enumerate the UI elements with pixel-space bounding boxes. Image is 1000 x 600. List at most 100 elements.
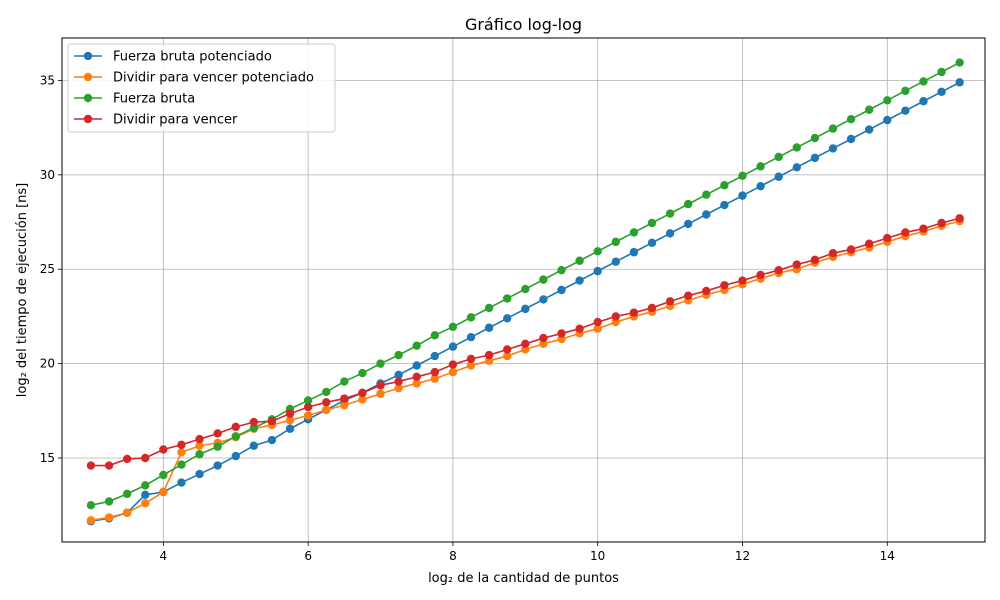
- data-point: [756, 162, 765, 171]
- data-point: [665, 297, 675, 306]
- data-point: [702, 210, 711, 219]
- x-tick-label: 4: [160, 549, 168, 563]
- data-point: [340, 394, 349, 403]
- series-3: [86, 58, 964, 510]
- data-point: [195, 450, 204, 459]
- data-point: [846, 245, 856, 254]
- y-tick-label: 30: [40, 168, 55, 182]
- data-point: [303, 411, 313, 420]
- data-point: [738, 171, 747, 180]
- data-point: [810, 153, 820, 163]
- data-point: [303, 402, 313, 412]
- data-point: [122, 454, 132, 464]
- data-point: [828, 248, 838, 258]
- data-point: [104, 513, 114, 522]
- data-point: [195, 434, 204, 444]
- data-point: [539, 333, 548, 343]
- x-tick-label: 6: [304, 549, 312, 563]
- data-point: [430, 367, 440, 377]
- data-point: [683, 219, 693, 229]
- data-point: [430, 351, 440, 361]
- data-point: [593, 324, 602, 333]
- data-point: [177, 448, 186, 457]
- data-point: [792, 260, 801, 269]
- data-point: [593, 247, 602, 256]
- legend-entry: Fuerza bruta: [74, 92, 195, 107]
- data-point: [521, 284, 530, 294]
- data-point: [394, 350, 403, 360]
- data-point: [919, 224, 928, 233]
- data-point: [484, 323, 494, 332]
- data-point: [647, 303, 657, 313]
- data-point: [810, 255, 820, 264]
- data-point: [503, 351, 512, 361]
- data-point: [358, 395, 367, 404]
- data-point: [213, 429, 222, 438]
- data-point: [720, 181, 729, 190]
- data-point: [774, 152, 783, 162]
- data-point: [521, 339, 530, 348]
- data-point: [177, 440, 186, 449]
- data-point: [86, 516, 96, 525]
- data-point: [430, 331, 440, 340]
- data-point: [141, 490, 150, 500]
- data-point: [557, 265, 566, 275]
- data-point: [846, 134, 856, 144]
- data-point: [159, 487, 168, 497]
- data-point: [756, 181, 765, 191]
- data-point: [792, 143, 801, 152]
- x-tick-label: 10: [590, 549, 605, 563]
- data-point: [104, 497, 114, 506]
- y-tick-label: 20: [40, 357, 55, 371]
- data-point: [593, 266, 602, 276]
- legend-entry: Dividir para vencer: [74, 113, 238, 128]
- data-point: [611, 312, 620, 321]
- data-point: [702, 190, 711, 199]
- data-point: [539, 275, 548, 284]
- data-point: [593, 317, 602, 327]
- data-point: [322, 405, 331, 415]
- data-point: [864, 125, 874, 134]
- data-point: [720, 281, 729, 290]
- data-point: [267, 435, 277, 445]
- y-axis-label: log₂ del tiempo de ejecución [ns]: [15, 183, 30, 397]
- data-point: [285, 416, 295, 425]
- data-point: [665, 209, 675, 218]
- data-point: [376, 359, 385, 368]
- x-axis: 4 6 8 10 12 14: [160, 542, 895, 563]
- data-point: [503, 345, 512, 354]
- y-tick-label: 35: [40, 73, 55, 87]
- data-point: [665, 229, 675, 238]
- data-point: [738, 276, 747, 285]
- data-point: [738, 191, 747, 200]
- data-point: [720, 200, 729, 210]
- data-point: [412, 372, 421, 382]
- data-point: [683, 291, 693, 300]
- data-point: [159, 470, 168, 480]
- data-point: [394, 383, 403, 393]
- data-point: [141, 453, 150, 463]
- legend-entry: Fuerza bruta potenciado: [74, 50, 272, 65]
- data-point: [122, 508, 132, 517]
- data-point: [828, 144, 838, 153]
- data-point: [231, 432, 240, 441]
- x-tick-label: 8: [449, 549, 457, 563]
- data-point: [466, 354, 476, 364]
- x-tick-label: 14: [880, 549, 895, 563]
- data-point: [955, 214, 964, 223]
- data-point: [937, 87, 946, 96]
- data-point: [683, 199, 693, 209]
- data-point: [484, 350, 494, 360]
- data-point: [122, 489, 132, 499]
- data-point: [430, 374, 440, 383]
- data-point: [629, 248, 639, 257]
- data-point: [231, 451, 240, 461]
- data-point: [141, 481, 150, 490]
- data-point: [575, 324, 584, 333]
- data-point: [412, 379, 421, 388]
- data-point: [412, 341, 421, 350]
- data-point: [611, 237, 620, 247]
- legend-marker: [83, 93, 93, 103]
- series-4: [86, 214, 964, 470]
